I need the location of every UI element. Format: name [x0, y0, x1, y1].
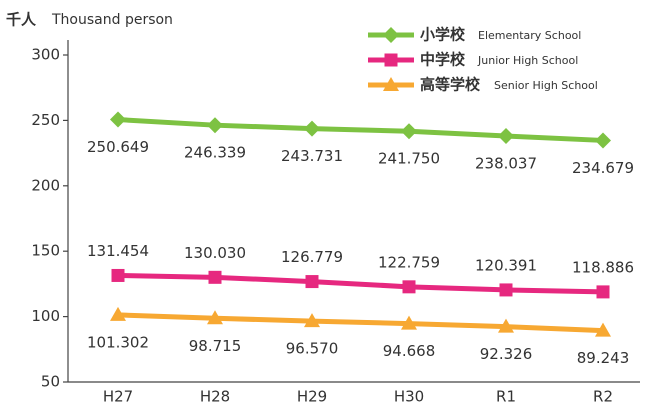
marker	[207, 310, 223, 325]
y-tick-label: 150	[31, 242, 60, 260]
data-label: 130.030	[184, 244, 246, 262]
marker	[595, 132, 611, 149]
marker	[498, 128, 514, 145]
y-unit: 千人	[6, 11, 37, 29]
data-label: 94.668	[383, 342, 436, 360]
legend-label: 小学校	[420, 26, 466, 44]
marker	[304, 313, 320, 328]
marker	[207, 117, 223, 134]
x-tick-label: R2	[593, 388, 613, 405]
data-label: 118.886	[572, 258, 634, 276]
x-tick-label: H28	[200, 388, 230, 405]
marker	[595, 322, 611, 337]
marker	[401, 315, 417, 330]
marker	[383, 77, 399, 91]
data-label: 126.779	[281, 248, 343, 266]
y-unit-en: Thousand person	[51, 12, 173, 28]
y-tick-label: 200	[31, 176, 60, 194]
legend-label: 高等学校	[420, 76, 481, 94]
x-tick-label: R1	[496, 388, 516, 405]
data-label: 98.715	[189, 337, 242, 355]
series-line	[117, 117, 604, 143]
data-label: 250.649	[87, 138, 149, 156]
marker	[110, 306, 126, 321]
data-label: 96.570	[286, 340, 339, 358]
marker	[383, 27, 399, 43]
marker	[402, 280, 416, 294]
y-tick-label: 100	[31, 307, 60, 325]
marker	[304, 120, 320, 137]
data-label: 92.326	[480, 345, 533, 363]
data-label: 101.302	[87, 333, 149, 351]
y-tick-label: 250	[31, 111, 60, 129]
data-label: 120.391	[475, 256, 537, 274]
y-tick-label: 300	[31, 46, 60, 64]
legend-label: 中学校	[420, 51, 466, 69]
x-tick-label: H30	[394, 388, 424, 405]
marker	[401, 123, 417, 140]
legend-label-en: Elementary School	[478, 29, 581, 42]
x-tick-label: H29	[297, 388, 327, 405]
marker	[498, 318, 514, 333]
y-tick-label: 50	[41, 373, 60, 391]
x-tick-label: H27	[103, 388, 133, 405]
marker	[499, 283, 513, 297]
data-label: 89.243	[577, 349, 630, 367]
data-label: 122.759	[378, 253, 440, 271]
marker	[305, 275, 319, 289]
marker	[111, 268, 125, 282]
marker	[596, 285, 610, 299]
data-label: 243.731	[281, 147, 343, 165]
legend-label-en: Junior High School	[477, 54, 578, 67]
marker	[110, 111, 126, 128]
series-line	[117, 272, 604, 295]
data-label: 131.454	[87, 242, 149, 260]
legend-label-en: Senior High School	[494, 79, 598, 92]
data-label: 234.679	[572, 159, 634, 177]
series-line	[117, 312, 604, 334]
data-label: 246.339	[184, 144, 246, 162]
marker	[384, 53, 398, 67]
marker	[208, 270, 222, 284]
data-label: 241.750	[378, 150, 440, 168]
data-label: 238.037	[475, 155, 537, 173]
